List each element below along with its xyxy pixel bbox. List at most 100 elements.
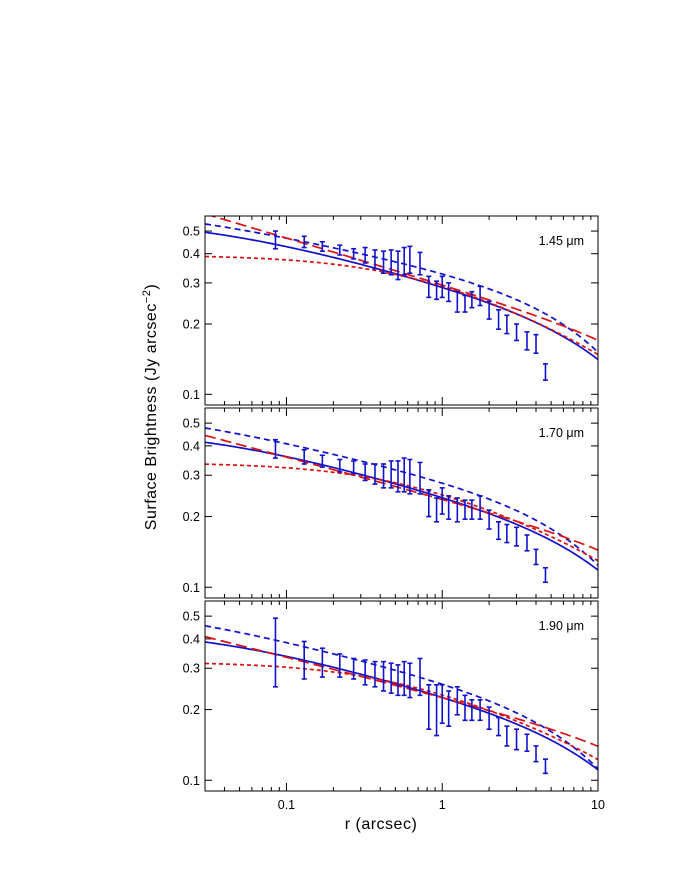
y-tick-label: 0.2 bbox=[183, 318, 200, 332]
data-point bbox=[469, 499, 475, 520]
data-point bbox=[395, 664, 401, 697]
y-tick-label: 0.3 bbox=[183, 662, 200, 676]
y-tick-label: 0.5 bbox=[183, 610, 200, 624]
panel-frame bbox=[204, 407, 599, 599]
data-point bbox=[524, 331, 530, 351]
data-point bbox=[417, 657, 423, 697]
panel-2: 0.1 0.2 0.3 0.4 0.5 1.70 μm bbox=[183, 407, 599, 599]
data-point bbox=[504, 314, 510, 335]
data-point bbox=[319, 647, 325, 678]
data-point bbox=[272, 230, 278, 250]
data-point bbox=[533, 745, 539, 763]
x-tick-label: 10 bbox=[591, 798, 605, 812]
panel-3: 0.1 0.2 0.3 0.4 0.5 1.90 μm bbox=[183, 600, 599, 792]
data-point bbox=[514, 323, 520, 342]
data-point bbox=[301, 448, 307, 465]
data-point bbox=[542, 363, 548, 381]
data-point bbox=[407, 662, 413, 699]
data-point bbox=[388, 662, 394, 694]
y-tick-label: 0.1 bbox=[183, 774, 200, 788]
data-point bbox=[407, 458, 413, 495]
y-tick-label: 0.4 bbox=[183, 439, 200, 453]
x-axis-title: r (arcsec) bbox=[345, 816, 418, 833]
y-tick-label: 0.3 bbox=[183, 469, 200, 483]
y-tick-label: 0.4 bbox=[183, 632, 200, 646]
data-point bbox=[439, 487, 445, 515]
data-point bbox=[426, 683, 432, 730]
model-curves bbox=[205, 624, 598, 771]
data-point bbox=[462, 294, 468, 313]
curve-blue-solid bbox=[205, 441, 598, 571]
data-point bbox=[372, 660, 378, 688]
curve-red-dashed bbox=[205, 635, 598, 748]
data-point bbox=[533, 333, 539, 354]
data-point bbox=[477, 495, 483, 520]
data-point bbox=[454, 686, 460, 716]
data-point bbox=[301, 640, 307, 680]
data-point bbox=[446, 690, 452, 727]
data-point bbox=[486, 300, 492, 320]
curve-red-dotted bbox=[205, 255, 598, 356]
curve-blue-solid bbox=[205, 641, 598, 771]
y-tick-label: 0.1 bbox=[183, 581, 200, 595]
data-point bbox=[434, 683, 440, 737]
data-points bbox=[272, 438, 548, 584]
curve-blue-dashed bbox=[205, 223, 598, 353]
y-ticks: 0.1 0.2 0.3 0.4 0.5 bbox=[183, 610, 598, 792]
y-axis-title-main: Surface Brightness (Jy arcsec bbox=[143, 303, 160, 530]
x-tick-labels: 0.1 1 10 bbox=[278, 798, 605, 812]
y-ticks: 0.1 0.2 0.3 0.4 0.5 bbox=[183, 417, 598, 599]
data-point bbox=[337, 653, 343, 678]
data-point bbox=[381, 463, 387, 489]
data-point bbox=[388, 249, 394, 276]
y-tick-label: 0.5 bbox=[183, 225, 200, 239]
data-point bbox=[351, 657, 357, 680]
panel-frame bbox=[204, 215, 599, 406]
panel-label: 1.45 μm bbox=[539, 234, 584, 248]
panel-frame bbox=[204, 600, 599, 792]
data-point bbox=[496, 309, 502, 331]
data-point bbox=[426, 489, 432, 518]
data-point bbox=[496, 521, 502, 541]
data-point bbox=[272, 438, 278, 459]
data-point bbox=[362, 659, 368, 686]
panel-label: 1.70 μm bbox=[539, 426, 584, 440]
data-point bbox=[417, 461, 423, 495]
data-point bbox=[504, 523, 510, 544]
y-tick-label: 0.3 bbox=[183, 276, 200, 290]
data-point bbox=[496, 716, 502, 737]
data-point bbox=[454, 497, 460, 523]
data-point bbox=[542, 758, 548, 775]
data-point bbox=[395, 250, 401, 281]
data-point bbox=[486, 509, 492, 530]
data-point bbox=[381, 660, 387, 692]
y-tick-label: 0.5 bbox=[183, 417, 200, 431]
y-tick-label: 0.1 bbox=[183, 388, 200, 402]
data-point bbox=[469, 290, 475, 309]
data-point bbox=[319, 240, 325, 252]
panel-1: 0.1 0.2 0.3 0.4 0.5 1.45 μm bbox=[183, 215, 599, 406]
data-point bbox=[477, 285, 483, 307]
data-point bbox=[407, 245, 413, 275]
data-point bbox=[301, 235, 307, 249]
y-axis-title: Surface Brightness (Jy arcsec−2) bbox=[141, 284, 160, 530]
data-point bbox=[514, 526, 520, 547]
data-point bbox=[439, 275, 445, 299]
data-point bbox=[351, 247, 357, 260]
data-point bbox=[395, 460, 401, 493]
curve-red-dotted bbox=[205, 662, 598, 761]
data-point bbox=[362, 463, 368, 482]
y-ticks: 0.1 0.2 0.3 0.4 0.5 bbox=[183, 225, 598, 406]
data-points bbox=[272, 617, 548, 775]
data-point bbox=[426, 275, 432, 299]
data-point bbox=[439, 683, 445, 724]
data-point bbox=[272, 617, 278, 688]
data-point bbox=[401, 457, 407, 493]
data-points bbox=[272, 230, 548, 381]
data-point bbox=[462, 694, 468, 722]
data-point bbox=[434, 497, 440, 523]
data-point bbox=[401, 660, 407, 697]
curve-red-dashed bbox=[205, 434, 598, 551]
data-point bbox=[362, 246, 368, 264]
data-point bbox=[434, 280, 440, 301]
